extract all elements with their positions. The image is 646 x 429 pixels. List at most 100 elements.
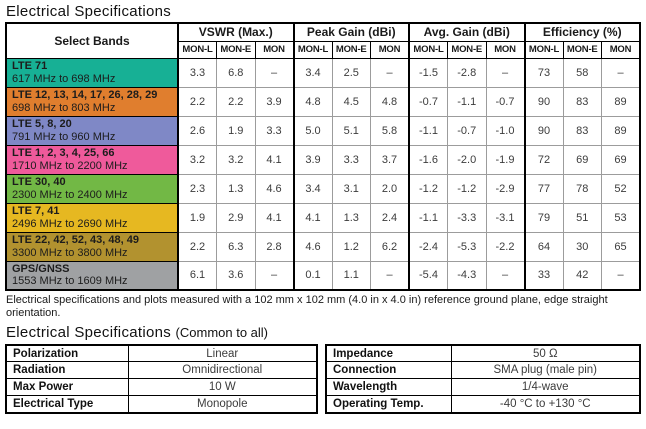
band-frequency: 791 MHz to 960 MHz: [12, 130, 116, 143]
spec-value: -2.9: [485, 173, 525, 204]
band-cell: LTE 1, 2, 3, 4, 25, 66 1710 MHz to 2200 …: [6, 144, 179, 175]
spec-value: 72: [523, 144, 563, 175]
spec-value: 50 Ω: [450, 344, 641, 363]
spec-value: 6.3: [216, 231, 255, 262]
spec-value: 73: [523, 57, 563, 88]
spec-label: Max Power: [5, 378, 129, 397]
spec-value: 3.3: [254, 115, 294, 146]
spec-value: 3.7: [370, 144, 409, 175]
spec-value: -1.1: [447, 86, 486, 117]
spec-value: -2.8: [447, 57, 486, 88]
common-specs-tables: Polarization Linear Radiation Omnidirect…: [5, 343, 646, 414]
table-row: Operating Temp. -40 °C to +130 °C: [325, 395, 641, 414]
subheader-mon: MON: [485, 41, 525, 59]
band-cell: LTE 12, 13, 14, 17, 26, 28, 29 698 MHz t…: [6, 86, 179, 117]
spec-value: Omnidirectional: [127, 361, 318, 380]
subheader-mon-l: MON-L: [292, 41, 332, 59]
electrical-spec-table: Select Bands VSWR (Max.) Peak Gain (dBi)…: [5, 22, 641, 291]
spec-value: 89: [601, 115, 640, 146]
spec-value: 4.1: [292, 202, 332, 233]
band-cell: LTE 22, 42, 52, 43, 48, 49 3300 MHz to 3…: [6, 231, 179, 262]
spec-value: 2.5: [331, 57, 371, 88]
subheader-mon: MON: [370, 41, 409, 59]
spec-value: -1.9: [485, 144, 525, 175]
spec-value: 64: [523, 231, 563, 262]
page-title: Electrical Specifications: [6, 3, 172, 20]
spec-value: 2.2: [177, 86, 217, 117]
table-row: Impedance 50 Ω: [325, 344, 641, 363]
table-row: GPS/GNSS 1553 MHz to 1609 MHz 6.1 3.6 – …: [6, 260, 640, 291]
datasheet-page: Electrical Specifications Select Bands V…: [0, 3, 646, 429]
spec-value: -5.4: [408, 260, 448, 291]
spec-value: 2.2: [177, 231, 217, 262]
subheader-mon-l: MON-L: [523, 41, 563, 59]
spec-value: 2.4: [370, 202, 409, 233]
spec-value: 4.6: [292, 231, 332, 262]
spec-value: -1.2: [408, 173, 448, 204]
band-cell: LTE 5, 8, 20 791 MHz to 960 MHz: [6, 115, 179, 146]
subheader-mon-e: MON-E: [447, 41, 486, 59]
spec-value: 3.9: [254, 86, 294, 117]
spec-value: 1.9: [177, 202, 217, 233]
spec-value: 0.1: [292, 260, 332, 291]
spec-value: 1.3: [331, 202, 371, 233]
common-specs-title: Electrical Specifications (Common to all…: [6, 324, 646, 341]
group-header-vswr: VSWR (Max.): [177, 23, 294, 42]
table-row: LTE 12, 13, 14, 17, 26, 28, 29 698 MHz t…: [6, 86, 640, 117]
spec-value: 6.1: [177, 260, 217, 291]
spec-value: 33: [523, 260, 563, 291]
spec-value: 4.6: [254, 173, 294, 204]
table-row: LTE 5, 8, 20 791 MHz to 960 MHz 2.6 1.9 …: [6, 115, 640, 146]
spec-value: 51: [562, 202, 602, 233]
spec-value: –: [370, 260, 409, 291]
spec-value: 3.3: [177, 57, 217, 88]
spec-value: -4.3: [447, 260, 486, 291]
measurement-footnote: Electrical specifications and plots meas…: [6, 294, 608, 319]
spec-value: -1.6: [408, 144, 448, 175]
spec-value: 1/4-wave: [450, 378, 641, 397]
subheader-mon: MON: [601, 41, 640, 59]
spec-value: -0.7: [447, 115, 486, 146]
spec-value: -5.3: [447, 231, 486, 262]
table-row: Wavelength 1/4-wave: [325, 378, 641, 397]
spec-value: 4.1: [254, 202, 294, 233]
spec-value: -0.7: [408, 86, 448, 117]
spec-value: –: [601, 260, 640, 291]
spec-value: –: [485, 57, 525, 88]
table-row: Radiation Omnidirectional: [5, 361, 318, 380]
spec-value: -2.4: [408, 231, 448, 262]
spec-value: 5.0: [292, 115, 332, 146]
spec-value: –: [254, 57, 294, 88]
band-name: LTE 5, 8, 20: [12, 117, 72, 130]
band-cell: LTE 7, 41 2496 MHz to 2690 MHz: [6, 202, 179, 233]
subheader-mon-e: MON-E: [331, 41, 371, 59]
spec-label: Operating Temp.: [325, 395, 452, 414]
common-specs-title-qualifier: (Common to all): [175, 324, 269, 340]
spec-value: 30: [562, 231, 602, 262]
table-row: Max Power 10 W: [5, 378, 318, 397]
spec-value: 90: [523, 86, 563, 117]
spec-value: 83: [562, 86, 602, 117]
spec-value: -1.1: [408, 202, 448, 233]
spec-table-header: Select Bands VSWR (Max.) Peak Gain (dBi)…: [6, 23, 640, 59]
band-name: LTE 22, 42, 52, 43, 48, 49: [12, 233, 139, 246]
spec-value: 4.8: [370, 86, 409, 117]
spec-value: 1.9: [216, 115, 255, 146]
spec-value: –: [485, 260, 525, 291]
spec-value: 77: [523, 173, 563, 204]
spec-value: –: [370, 57, 409, 88]
subheader-mon: MON: [254, 41, 294, 59]
spec-value: -2.0: [447, 144, 486, 175]
band-name: GPS/GNSS: [12, 262, 70, 275]
spec-value: 2.9: [216, 202, 255, 233]
subheader-mon-l: MON-L: [408, 41, 448, 59]
spec-label: Wavelength: [325, 378, 452, 397]
spec-value: 52: [601, 173, 640, 204]
subheader-mon-e: MON-E: [562, 41, 602, 59]
spec-value: 3.6: [216, 260, 255, 291]
band-name: LTE 12, 13, 14, 17, 26, 28, 29: [12, 88, 158, 101]
spec-value: 5.1: [331, 115, 371, 146]
spec-value: 2.3: [177, 173, 217, 204]
spec-value: 2.8: [254, 231, 294, 262]
spec-value: 89: [601, 86, 640, 117]
